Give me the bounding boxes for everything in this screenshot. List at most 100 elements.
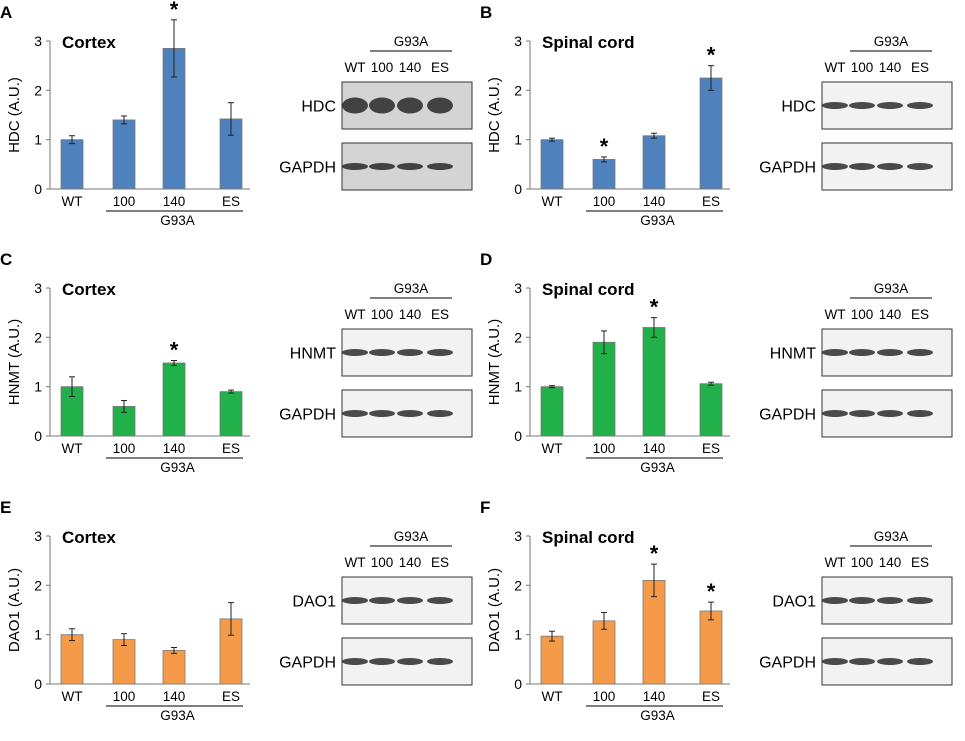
y-tick-label: 1 — [514, 379, 522, 395]
lane-label: ES — [431, 555, 449, 570]
y-tick-label: 1 — [514, 627, 522, 643]
blot-label-loading: GAPDH — [279, 407, 336, 424]
bar-wt — [540, 386, 564, 437]
significance-asterisk: * — [170, 0, 179, 22]
y-tick-label: 2 — [34, 577, 42, 593]
blot-band — [342, 597, 368, 604]
bar-es — [699, 383, 723, 437]
lane-label: WT — [825, 307, 846, 322]
x-tick-label: WT — [62, 441, 83, 456]
blot-label-target: DAO1 — [292, 594, 336, 611]
significance-asterisk: * — [650, 295, 659, 320]
y-tick-label: 2 — [514, 329, 522, 345]
blot-band — [369, 349, 395, 356]
panel-letter: B — [480, 3, 492, 22]
blot-band — [849, 163, 875, 170]
panel-letter: F — [480, 498, 490, 517]
bar-140 — [642, 135, 666, 190]
blot-band — [427, 349, 453, 356]
x-tick-label: 140 — [163, 441, 186, 456]
lane-label: WT — [345, 307, 366, 322]
y-tick-label: 0 — [514, 181, 522, 197]
blot-band — [822, 102, 848, 109]
group-label: G93A — [640, 213, 675, 228]
blot-band — [849, 349, 875, 356]
lane-label: WT — [345, 555, 366, 570]
lane-label: 100 — [851, 307, 874, 322]
blot-label-target: HNMT — [770, 346, 816, 363]
lane-label: WT — [825, 60, 846, 75]
lane-label: ES — [911, 307, 929, 322]
blot-band — [907, 658, 933, 665]
blot-label-loading: GAPDH — [279, 655, 336, 672]
x-tick-label: ES — [702, 441, 720, 456]
blot-label-loading: GAPDH — [759, 160, 816, 177]
blot-band — [342, 658, 368, 665]
y-tick-label: 0 — [34, 181, 42, 197]
blot-band — [397, 163, 423, 170]
blot-band — [907, 597, 933, 604]
blot-label-target: HNMT — [290, 346, 336, 363]
blot-group-label: G93A — [874, 34, 909, 49]
x-tick-label: 100 — [113, 441, 136, 456]
lane-label: 140 — [399, 60, 422, 75]
y-tick-label: 0 — [514, 676, 522, 692]
bar-100 — [592, 341, 616, 437]
lane-label: 140 — [879, 60, 902, 75]
blot-band — [877, 349, 903, 356]
blot-band — [822, 597, 848, 604]
x-tick-label: 100 — [593, 689, 616, 704]
significance-asterisk: * — [707, 579, 716, 604]
y-axis-label: HNMT (A.U.) — [6, 319, 23, 405]
blot-band — [877, 410, 903, 417]
blot-label-target: HDC — [781, 99, 816, 116]
group-label: G93A — [160, 708, 195, 723]
panel-letter: C — [0, 250, 12, 269]
chart-title: Spinal cord — [542, 528, 635, 547]
y-tick-label: 3 — [514, 33, 522, 49]
bar-wt — [60, 139, 84, 190]
blot-label-target: HDC — [301, 99, 336, 116]
bar-100 — [112, 119, 136, 190]
y-tick-label: 3 — [34, 528, 42, 544]
bar-wt — [540, 635, 564, 685]
y-tick-label: 3 — [514, 280, 522, 296]
blot-band — [427, 658, 453, 665]
blot-band — [877, 163, 903, 170]
blot-band — [342, 163, 368, 170]
x-tick-label: 100 — [593, 441, 616, 456]
x-tick-label: ES — [702, 194, 720, 209]
x-tick-label: WT — [542, 194, 563, 209]
blot-band — [397, 658, 423, 665]
lane-label: 140 — [879, 555, 902, 570]
y-axis-label: DAO1 (A.U.) — [6, 568, 23, 652]
blot-group-label: G93A — [394, 281, 429, 296]
x-tick-label: WT — [62, 689, 83, 704]
chart-title: Cortex — [62, 528, 116, 547]
blot-band — [397, 349, 423, 356]
y-tick-label: 2 — [514, 82, 522, 98]
panel-letter: A — [0, 3, 12, 22]
y-tick-label: 3 — [34, 280, 42, 296]
bar-140 — [162, 650, 186, 685]
bar-wt — [60, 634, 84, 685]
blot-label-loading: GAPDH — [759, 655, 816, 672]
x-tick-label: ES — [222, 689, 240, 704]
y-axis-label: HDC (A.U.) — [486, 77, 503, 153]
lane-label: ES — [911, 555, 929, 570]
blot-band — [369, 597, 395, 604]
blot-band — [877, 658, 903, 665]
chart-title: Spinal cord — [542, 280, 635, 299]
y-tick-label: 0 — [34, 676, 42, 692]
blot-band — [427, 97, 453, 114]
x-tick-label: WT — [542, 441, 563, 456]
blot-band — [907, 163, 933, 170]
blot-group-label: G93A — [874, 281, 909, 296]
y-tick-label: 2 — [34, 329, 42, 345]
blot-group-label: G93A — [394, 529, 429, 544]
blot-band — [342, 410, 368, 417]
y-tick-label: 3 — [34, 33, 42, 49]
